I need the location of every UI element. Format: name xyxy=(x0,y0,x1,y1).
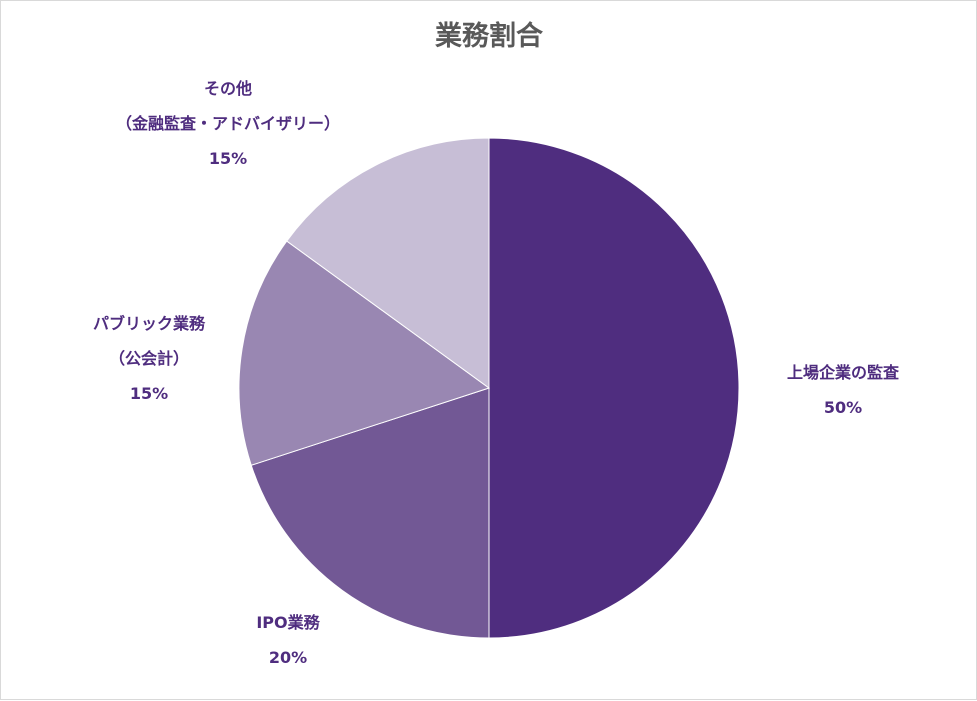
pie-label-line: パブリック業務 xyxy=(93,314,206,333)
pie-label-listed: 上場企業の監査 50% xyxy=(787,363,899,417)
pie-slice-public xyxy=(238,240,491,466)
pie-label-other: その他 （金融監査・アドバイザリー） 15% xyxy=(116,79,340,168)
pie-slices xyxy=(238,137,740,639)
pie-label-line: IPO業務 xyxy=(256,613,320,632)
pie-label-line: （公会計） xyxy=(109,349,189,368)
pie-labels: 上場企業の監査 50% IPO業務 20% パブリック業務 （公会計） 15% その他 （金融監… xyxy=(93,79,899,667)
pie-label-ipo: IPO業務 20% xyxy=(256,613,320,667)
pie-label-line: 上場企業の監査 xyxy=(787,363,899,382)
pie-label-line: （金融監査・アドバイザリー） xyxy=(116,114,340,133)
chart-title: 業務割合 xyxy=(435,20,543,52)
pie-slice-other xyxy=(286,137,490,389)
pie-slice-listed xyxy=(488,137,740,639)
pie-value-label-listed: 50% xyxy=(824,398,862,417)
pie-label-public: パブリック業務 （公会計） 15% xyxy=(93,314,206,403)
pie-value-label-public: 15% xyxy=(130,384,168,403)
pie-value-label-ipo: 20% xyxy=(269,648,307,667)
pie-slice-ipo xyxy=(250,387,490,639)
pie-value-label-other: 15% xyxy=(209,149,247,168)
pie-label-line: その他 xyxy=(204,79,252,98)
